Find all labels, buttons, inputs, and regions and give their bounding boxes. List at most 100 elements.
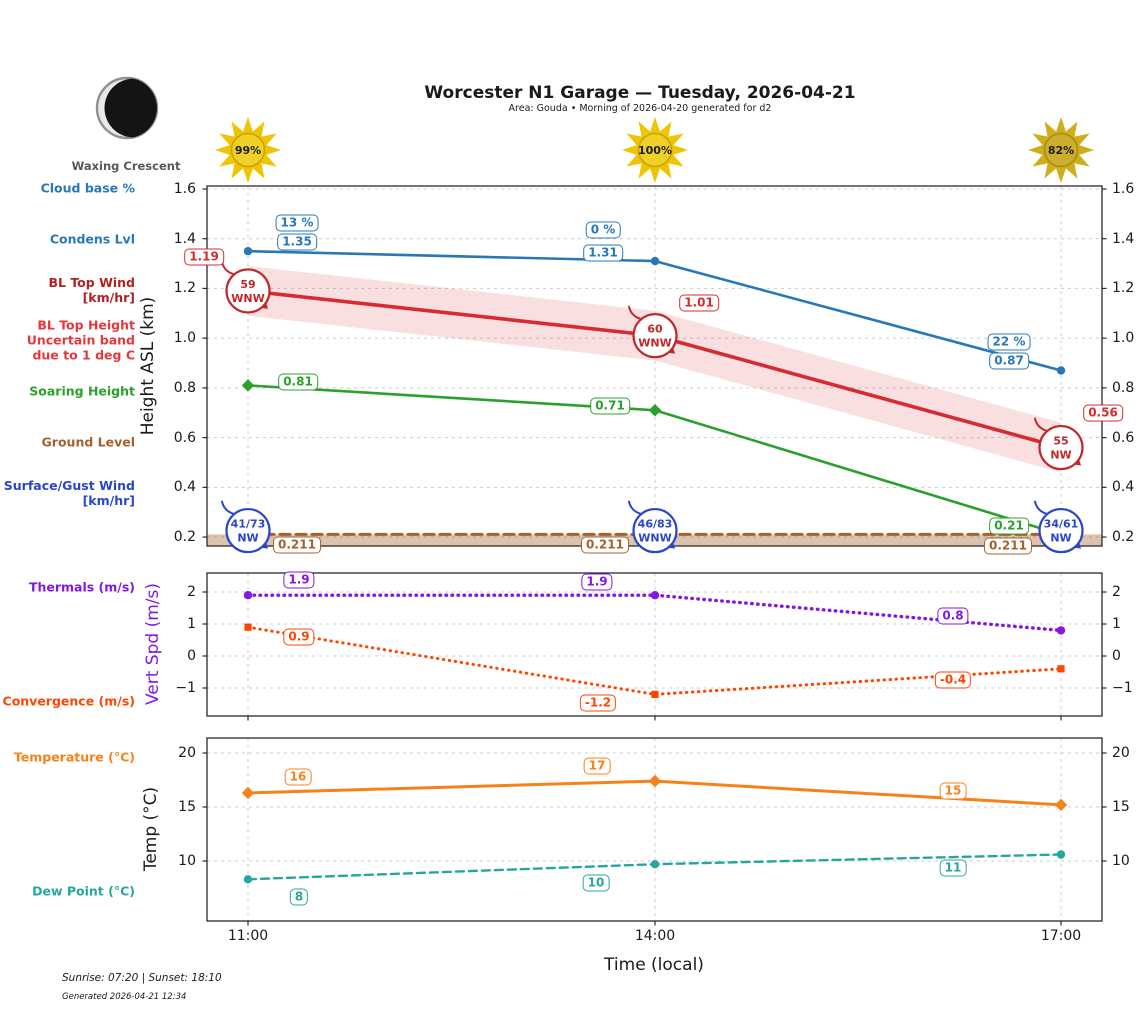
wind-speed-label: 55 <box>1053 435 1068 448</box>
x-tick-label: 17:00 <box>1040 928 1082 944</box>
sunrise-sunset-text: Sunrise: 07:20 | Sunset: 18:10 <box>62 972 222 984</box>
sun-core-icon <box>637 132 673 168</box>
y-tick-label: 0.6 <box>1112 429 1135 446</box>
value-label: 1.31 <box>583 244 623 262</box>
y-tick-label: 0.8 <box>1112 379 1135 396</box>
sun-core-icon <box>230 132 266 168</box>
y-tick-label: 20 <box>178 745 196 761</box>
moon-phase-icon <box>95 76 159 140</box>
y-tick-label: 2 <box>1112 584 1121 600</box>
y-tick-label: 1.0 <box>1112 330 1135 347</box>
y-tick-label: 2 <box>187 584 196 600</box>
marker-circle <box>243 875 253 884</box>
value-label: 0.8 <box>937 607 969 625</box>
legend-thermals-m-s-: Thermals (m/s) <box>28 579 135 595</box>
wind-circle-icon <box>632 507 678 554</box>
legend-temperature-c-: Temperature (°C) <box>13 749 135 765</box>
generated-timestamp: Generated 2026-04-21 12:34 <box>62 992 187 1002</box>
marker-diamond <box>648 774 662 788</box>
value-label: 1.19 <box>184 248 224 266</box>
marker-circle <box>650 860 660 869</box>
legend-condens-lvl: Condens Lvl <box>49 231 135 247</box>
x-tick-label: 14:00 <box>634 928 676 944</box>
y-tick-label: 0.8 <box>173 379 196 396</box>
wind-circle-icon <box>225 507 271 554</box>
y-tick-label: 20 <box>1112 745 1130 761</box>
axes-frame <box>206 185 1103 547</box>
wind-direction-label: WNW <box>638 337 671 350</box>
marker-diamond <box>241 379 255 392</box>
wind-circle-icon <box>1038 507 1084 554</box>
y-tick-label: 10 <box>178 852 196 869</box>
y-tick-label: 1.0 <box>173 330 196 347</box>
y-tick-label: 0.2 <box>1112 529 1135 546</box>
value-label: 10 <box>582 874 610 892</box>
marker-diamond <box>1054 798 1068 812</box>
marker-circle <box>650 256 660 266</box>
value-label: 15 <box>939 782 967 800</box>
y-tick-label: 0 <box>1112 648 1121 664</box>
y-tick-label: 1.6 <box>1112 180 1135 197</box>
value-label: 11 <box>939 859 967 877</box>
wind-barb-tail <box>1034 500 1047 515</box>
y-tick-label: 1.4 <box>173 230 196 247</box>
marker-circle <box>1056 366 1066 375</box>
sun-percent-label: 100% <box>638 144 672 157</box>
y-tick-label: 15 <box>1112 798 1130 815</box>
y-tick-label: 1.4 <box>1112 230 1135 247</box>
y-tick-label: −1 <box>175 680 196 696</box>
y-tick-label: 1.2 <box>1112 280 1135 297</box>
legend-bl-top-wind: BL Top Wind [km/hr] <box>48 275 135 305</box>
value-label: 0.211 <box>581 536 629 554</box>
x-axis-title: Time (local) <box>604 955 704 975</box>
wind-barb-tail <box>221 260 234 275</box>
value-label: 13 % <box>275 214 319 232</box>
wind-speed-label: 60 <box>647 323 663 336</box>
value-label: 0.87 <box>989 352 1029 370</box>
y-tick-label: 1.6 <box>173 180 196 197</box>
value-label: 0.81 <box>278 373 318 391</box>
y-tick-label: 10 <box>1112 852 1130 869</box>
y-tick-label: −1 <box>1112 680 1133 696</box>
wind-direction-label: NW <box>1050 532 1071 545</box>
wind-speed-label: 41/73 <box>231 518 266 531</box>
sun-percent-label: 99% <box>235 144 261 157</box>
legend-cloud-base-: Cloud base % <box>40 180 135 196</box>
wind-direction-label: NW <box>1050 449 1071 462</box>
legend-ground-level: Ground Level <box>41 434 135 450</box>
marker-circle <box>650 591 660 600</box>
wind-barb-tail <box>1034 417 1047 432</box>
value-label: -1.2 <box>579 694 617 712</box>
y-tick-label: 0.4 <box>173 479 196 496</box>
value-label: 1.35 <box>277 233 317 251</box>
marker-square <box>244 623 252 631</box>
y-tick-label: 15 <box>178 798 196 815</box>
y-tick-label: 0.2 <box>173 529 196 546</box>
marker-diamond <box>241 786 255 800</box>
wind-direction-label: WNW <box>638 532 671 545</box>
y-axis-title-temp: Temp (°C) <box>141 786 161 872</box>
marker-square <box>1057 665 1065 673</box>
value-label: 1.9 <box>581 573 613 591</box>
y-axis-title-height: Height ASL (km) <box>138 296 158 436</box>
page-title: Worcester N1 Garage — Tuesday, 2026-04-2… <box>424 83 856 103</box>
y-tick-label: 1 <box>187 616 196 632</box>
marker-circle <box>243 246 253 256</box>
wind-circle-icon <box>225 268 271 314</box>
wind-barb-tail <box>221 500 234 515</box>
value-label: 1.9 <box>283 571 315 589</box>
y-axis-title-vertspd: Vert Spd (m/s) <box>143 582 163 706</box>
wind-speed-label: 46/83 <box>638 518 673 531</box>
value-label: 17 <box>583 757 611 775</box>
wind-barb-tail <box>628 305 641 320</box>
value-label: 0 % <box>585 221 621 239</box>
y-tick-label: 1.2 <box>173 280 196 297</box>
moon-phase-label: Waxing Crescent <box>71 159 181 173</box>
wind-circle-icon <box>632 313 678 359</box>
value-label: 0.71 <box>590 397 630 415</box>
marker-circle <box>1056 850 1066 859</box>
y-tick-label: 0.4 <box>1112 479 1135 496</box>
wind-direction-label: WNW <box>231 292 264 305</box>
